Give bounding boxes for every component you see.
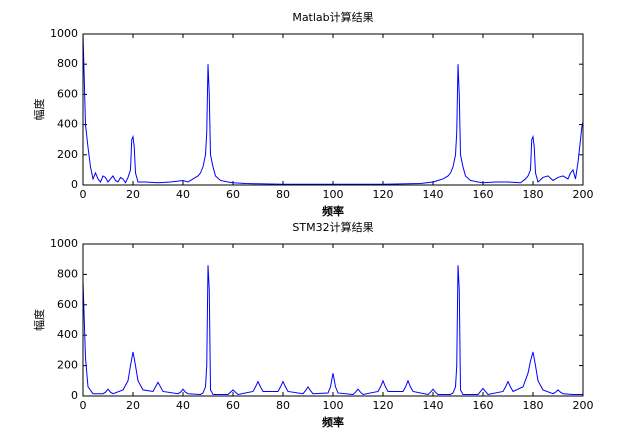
x-tick-label: 120 (373, 188, 394, 201)
x-tick-label: 200 (573, 399, 594, 412)
y-tick-label: 400 (57, 328, 78, 341)
x-tick-label: 60 (226, 188, 240, 201)
x-tick-label: 40 (176, 399, 190, 412)
x-tick-label: 140 (423, 399, 444, 412)
x-tick-label: 120 (373, 399, 394, 412)
y-tick-label: 600 (57, 298, 78, 311)
y-tick-label: 200 (57, 359, 78, 372)
y-tick-label: 1000 (50, 27, 78, 40)
x-tick-label: 0 (80, 399, 87, 412)
x-tick-label: 40 (176, 188, 190, 201)
y-tick-label: 600 (57, 87, 78, 100)
x-tick-label: 160 (473, 399, 494, 412)
x-tick-label: 160 (473, 188, 494, 201)
x-tick-label: 200 (573, 188, 594, 201)
x-axis-label: 频率 (322, 204, 344, 218)
y-axis-label: 幅度 (32, 99, 46, 121)
x-tick-label: 100 (323, 399, 344, 412)
x-axis-label: 频率 (322, 415, 344, 429)
x-tick-label: 180 (523, 188, 544, 201)
y-axis-label: 幅度 (32, 309, 46, 331)
x-tick-label: 20 (126, 399, 140, 412)
x-tick-label: 20 (126, 188, 140, 201)
x-tick-label: 140 (423, 188, 444, 201)
plot-frame (82, 243, 584, 397)
x-tick-label: 180 (523, 399, 544, 412)
y-tick-label: 0 (71, 389, 78, 402)
plot-frame (82, 33, 584, 186)
x-tick-label: 0 (80, 188, 87, 201)
chart-title: STM32计算结果 (292, 220, 373, 234)
y-tick-label: 800 (57, 267, 78, 280)
x-tick-label: 80 (276, 399, 290, 412)
y-tick-label: 0 (71, 178, 78, 191)
x-tick-label: 100 (323, 188, 344, 201)
y-tick-label: 800 (57, 57, 78, 70)
chart-title: Matlab计算结果 (292, 10, 373, 24)
x-tick-label: 60 (226, 399, 240, 412)
x-tick-label: 80 (276, 188, 290, 201)
spectrum-line (82, 265, 583, 396)
spectrum-line (82, 33, 584, 185)
y-tick-label: 400 (57, 118, 78, 131)
y-tick-label: 200 (57, 148, 78, 161)
y-tick-label: 1000 (50, 237, 78, 250)
